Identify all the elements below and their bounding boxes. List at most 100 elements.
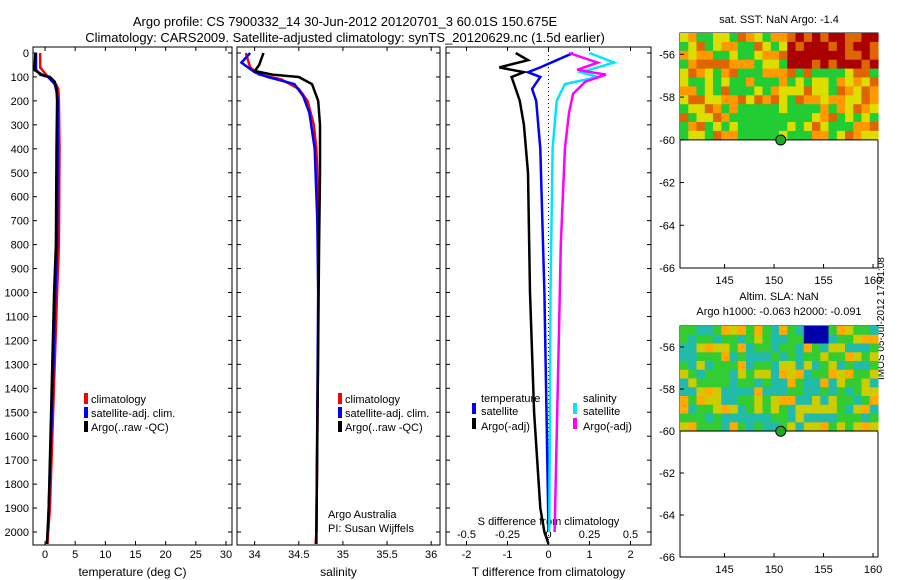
heatmap-cell: [861, 404, 871, 415]
legend-title-salinity: salinity: [583, 393, 617, 405]
x-tick-label: 2: [627, 549, 633, 561]
series-line: [32, 52, 59, 545]
heatmap-cell: [803, 352, 813, 362]
heatmap-cell: [762, 343, 772, 353]
x-tick-label: 35.5: [376, 549, 397, 561]
secondary-tick-label: 0.5: [623, 529, 638, 541]
heatmap-cell: [845, 404, 854, 415]
legend-swatch: [338, 421, 342, 432]
heatmap-cell: [762, 104, 772, 114]
heatmap-cell: [787, 387, 797, 397]
heatmap-cell: [820, 122, 830, 132]
heatmap-cell: [779, 326, 788, 336]
heatmap-cell: [795, 33, 805, 43]
heatmap-cell: [828, 130, 838, 141]
heatmap-cell: [729, 77, 739, 87]
heatmap-cell: [787, 104, 797, 114]
heatmap-cell: [754, 369, 764, 380]
heatmap-cell: [803, 343, 813, 353]
heatmap-cell: [845, 334, 854, 345]
heatmap-cell: [803, 95, 813, 105]
heatmap-cell: [845, 361, 854, 371]
heatmap-cell: [861, 369, 871, 380]
heatmap-cell: [836, 95, 846, 105]
legend-swatch: [472, 403, 476, 414]
heatmap-cell: [696, 77, 706, 87]
heatmap-cell: [836, 369, 846, 380]
heatmap-cell: [737, 334, 747, 345]
heatmap-cell: [729, 387, 739, 397]
heatmap-cell: [795, 41, 805, 52]
heatmap-cell: [746, 413, 755, 423]
heatmap-cell: [812, 68, 821, 78]
heatmap-cell: [803, 86, 813, 96]
heatmap-cell: [754, 396, 764, 406]
x-tick-label: 160: [864, 275, 882, 287]
legend-label: Argo(..raw -QC): [345, 422, 423, 434]
heatmap-cell: [721, 122, 731, 132]
heatmap-cell: [770, 95, 780, 105]
heatmap-cell: [845, 422, 854, 432]
heatmap-cell: [787, 86, 797, 96]
heatmap-cell: [762, 361, 772, 371]
heatmap-cell: [779, 404, 788, 415]
heatmap-cell: [770, 130, 780, 141]
heatmap-cell: [861, 77, 871, 87]
heatmap-cell: [688, 396, 698, 406]
heatmap-cell: [836, 334, 846, 345]
heatmap-cell: [795, 387, 805, 397]
heatmap-cell: [853, 33, 863, 43]
heatmap-cell: [770, 422, 780, 432]
heatmap-cell: [713, 396, 722, 406]
heatmap-cell: [812, 130, 821, 141]
heatmap-cell: [828, 413, 838, 423]
heatmap-cell: [861, 352, 871, 362]
heatmap-cell: [787, 68, 797, 78]
heatmap-cell: [696, 33, 706, 43]
heatmap-cell: [704, 50, 714, 61]
heatmap-cell: [787, 413, 797, 423]
heatmap-cell: [820, 86, 830, 96]
heatmap-cells: [680, 33, 879, 141]
heatmap-cell: [754, 68, 764, 78]
x-tick-label: 0: [42, 549, 48, 561]
heatmap-cell: [869, 387, 879, 397]
heatmap-cell: [820, 387, 830, 397]
heatmap-cell: [737, 59, 747, 70]
heatmap-cell: [704, 378, 714, 388]
heatmap-cell: [762, 387, 772, 397]
heatmap-cell: [704, 361, 714, 371]
heatmap-cell: [680, 387, 689, 397]
heatmap-cell: [770, 41, 780, 52]
heatmap-cell: [770, 387, 780, 397]
heatmap-cell: [812, 361, 821, 371]
heatmap-cell: [688, 343, 698, 353]
heatmap-cell: [812, 343, 821, 353]
heatmap-cell: [688, 369, 698, 380]
heatmap-cell: [812, 387, 821, 397]
heatmap-cell: [861, 334, 871, 345]
heatmap-cell: [746, 352, 755, 362]
heatmap-cell: [770, 352, 780, 362]
heatmap-cell: [729, 404, 739, 415]
heatmap-cell: [713, 104, 722, 114]
series-line: [553, 51, 607, 533]
legend-swatch: [472, 418, 476, 429]
heatmap-cell: [845, 130, 854, 141]
heatmap-cell: [713, 113, 722, 123]
heatmap-cell: [795, 77, 805, 87]
heatmap-cell: [853, 50, 863, 61]
heatmap-cell: [729, 122, 739, 132]
heatmap-cell: [721, 352, 731, 362]
heatmap-cell: [812, 404, 821, 415]
heatmap-cell: [795, 361, 805, 371]
heatmap-cell: [845, 68, 854, 78]
heatmap-cell: [861, 343, 871, 353]
heatmap-cell: [787, 352, 797, 362]
heatmap-cell: [737, 396, 747, 406]
heatmap-cell: [754, 326, 764, 336]
heatmap-cell: [820, 77, 830, 87]
heatmap-cell: [762, 130, 772, 141]
heatmap-cell: [828, 387, 838, 397]
